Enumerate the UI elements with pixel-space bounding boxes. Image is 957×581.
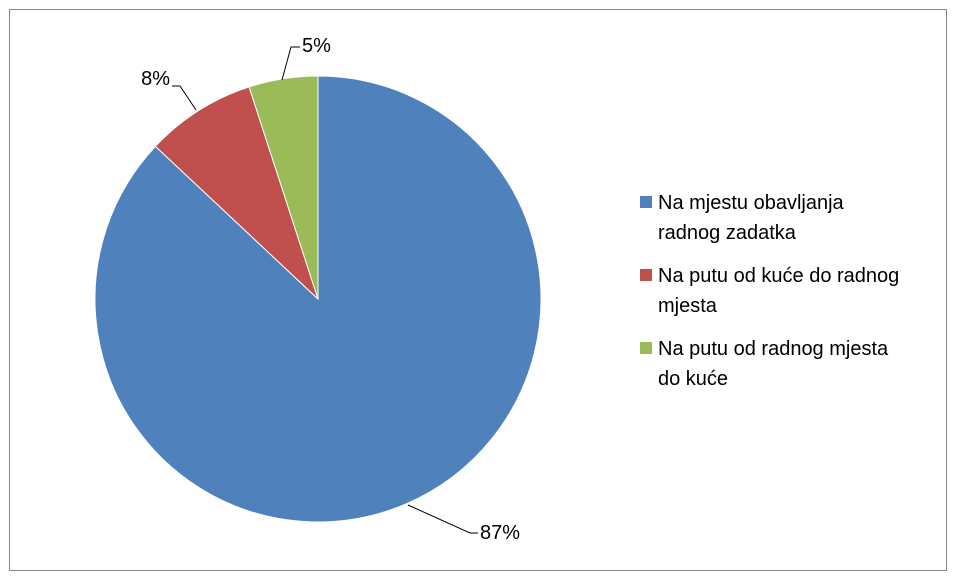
data-labels: 87% 8% 5% xyxy=(141,35,520,544)
pie-slices xyxy=(94,75,542,523)
data-label: 87% xyxy=(480,522,520,544)
legend-item: Na putu od kuće do radnog mjesta xyxy=(640,261,940,321)
pie-slice xyxy=(154,86,319,300)
legend-swatch xyxy=(640,342,652,354)
legend-swatch xyxy=(640,269,652,281)
legend-swatch xyxy=(640,196,652,208)
legend-item: Na putu od radnog mjesta do kuće xyxy=(640,334,940,394)
pie-slice xyxy=(248,75,319,300)
data-label: 8% xyxy=(141,68,170,90)
legend-label: Na putu od radnog mjesta do kuće xyxy=(658,338,889,390)
legend-item: Na mjestu obavljanja radnog zadatka xyxy=(640,188,940,248)
leader-lines xyxy=(172,46,478,534)
leader-line xyxy=(172,85,197,111)
data-label: 5% xyxy=(302,35,331,57)
legend-label: Na mjestu obavljanja radnog zadatka xyxy=(658,192,844,244)
leader-line xyxy=(407,504,478,534)
legend-label: Na putu od kuće do radnog mjesta xyxy=(658,265,900,317)
legend: Na mjestu obavljanja radnog zadatka Na p… xyxy=(640,188,940,407)
leader-line xyxy=(281,46,300,81)
